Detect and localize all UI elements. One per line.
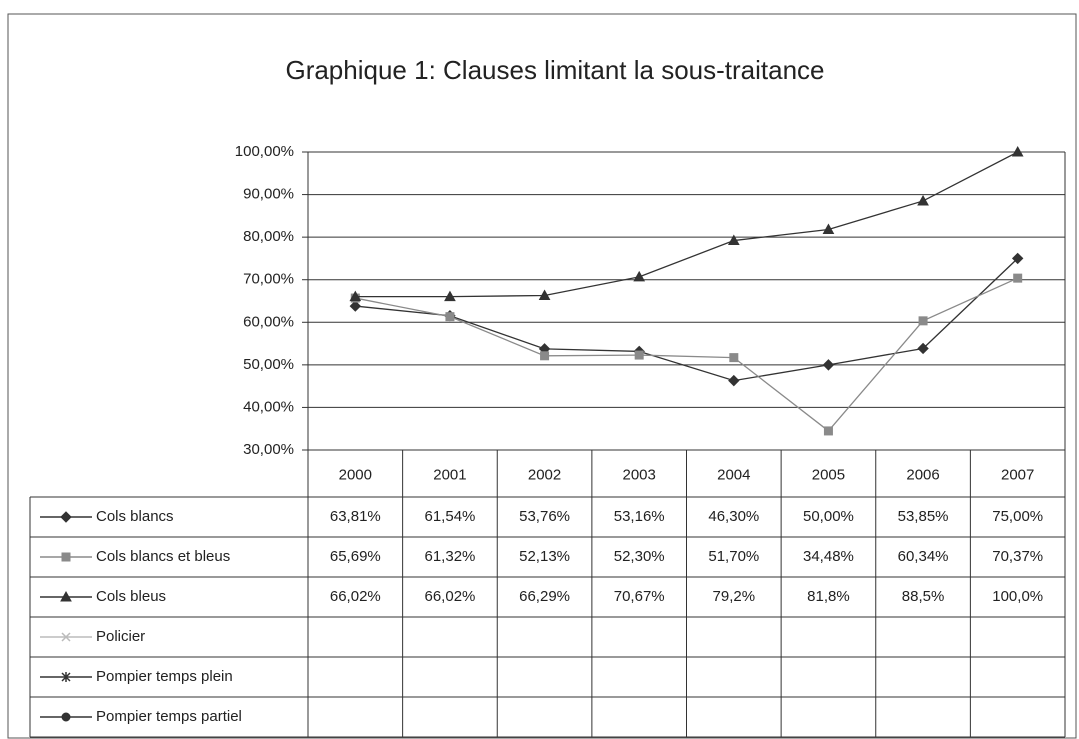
y-tick-label: 40,00% xyxy=(243,398,294,415)
marker xyxy=(729,353,739,363)
table-cell: 79,2% xyxy=(713,588,756,605)
table-cell: 66,29% xyxy=(519,588,570,605)
table-cell: 46,30% xyxy=(708,508,759,525)
x-tick-label: 2005 xyxy=(812,466,845,483)
legend-label: Policier xyxy=(96,628,145,645)
marker xyxy=(349,290,362,302)
x-tick-label: 2007 xyxy=(1001,466,1034,483)
table-cell: 53,85% xyxy=(898,508,949,525)
y-tick-label: 60,00% xyxy=(243,313,294,330)
legend-label: Pompier temps partiel xyxy=(96,708,242,725)
table-cell: 70,67% xyxy=(614,588,665,605)
y-tick-label: 100,00% xyxy=(235,143,294,160)
marker xyxy=(61,632,71,642)
table-cell: 34,48% xyxy=(803,548,854,565)
marker xyxy=(538,289,551,301)
table-cell: 65,69% xyxy=(330,548,381,565)
marker xyxy=(445,312,455,322)
marker xyxy=(917,194,929,206)
x-tick-label: 2000 xyxy=(339,466,372,483)
marker xyxy=(918,316,928,326)
marker xyxy=(1011,252,1024,265)
table-cell: 66,02% xyxy=(330,588,381,605)
table-cell: 53,16% xyxy=(614,508,665,525)
x-tick-label: 2001 xyxy=(433,466,466,483)
series-line xyxy=(355,257,1019,382)
x-tick-label: 2004 xyxy=(717,466,750,483)
table-cell: 70,37% xyxy=(992,548,1043,565)
legend-label: Cols bleus xyxy=(96,588,166,605)
x-tick-label: 2002 xyxy=(528,466,561,483)
table-cell: 60,34% xyxy=(898,548,949,565)
legend-label: Cols blancs xyxy=(96,508,174,525)
marker xyxy=(823,426,833,436)
y-tick-label: 50,00% xyxy=(243,356,294,373)
y-tick-label: 90,00% xyxy=(243,186,294,203)
marker xyxy=(822,223,835,234)
marker xyxy=(61,712,71,722)
table-cell: 50,00% xyxy=(803,508,854,525)
x-tick-label: 2003 xyxy=(623,466,656,483)
table-cell: 53,76% xyxy=(519,508,570,525)
chart-title: Graphique 1: Clauses limitant la sous-tr… xyxy=(285,55,824,85)
marker xyxy=(61,552,71,562)
marker xyxy=(728,374,740,387)
legend-label: Pompier temps plein xyxy=(96,668,233,685)
table-cell: 66,02% xyxy=(425,588,476,605)
marker xyxy=(1013,273,1023,283)
table-cell: 81,8% xyxy=(807,588,850,605)
marker xyxy=(822,359,835,371)
table-cell: 61,54% xyxy=(425,508,476,525)
marker xyxy=(61,672,71,682)
table-cell: 52,13% xyxy=(519,548,570,565)
x-tick-label: 2006 xyxy=(906,466,939,483)
marker xyxy=(727,234,740,246)
table-cell: 75,00% xyxy=(992,508,1043,525)
table-cell: 61,32% xyxy=(425,548,476,565)
table-cell: 88,5% xyxy=(902,588,945,605)
series-line xyxy=(355,151,1018,298)
marker xyxy=(917,342,929,355)
marker xyxy=(60,590,72,602)
marker xyxy=(633,270,646,282)
legend-label: Cols blancs et bleus xyxy=(96,548,230,565)
marker xyxy=(1011,145,1024,157)
table-cell: 51,70% xyxy=(708,548,759,565)
series-line xyxy=(355,277,1018,432)
y-tick-label: 80,00% xyxy=(243,228,294,245)
table-cell: 63,81% xyxy=(330,508,381,525)
y-tick-label: 30,00% xyxy=(243,441,294,458)
marker xyxy=(540,351,550,361)
marker xyxy=(60,511,72,523)
y-tick-label: 70,00% xyxy=(243,271,294,288)
chart-border xyxy=(7,13,1077,739)
marker xyxy=(349,300,362,312)
table-cell: 52,30% xyxy=(614,548,665,565)
marker xyxy=(444,290,456,302)
marker xyxy=(634,350,644,360)
table-cell: 100,0% xyxy=(992,588,1043,605)
